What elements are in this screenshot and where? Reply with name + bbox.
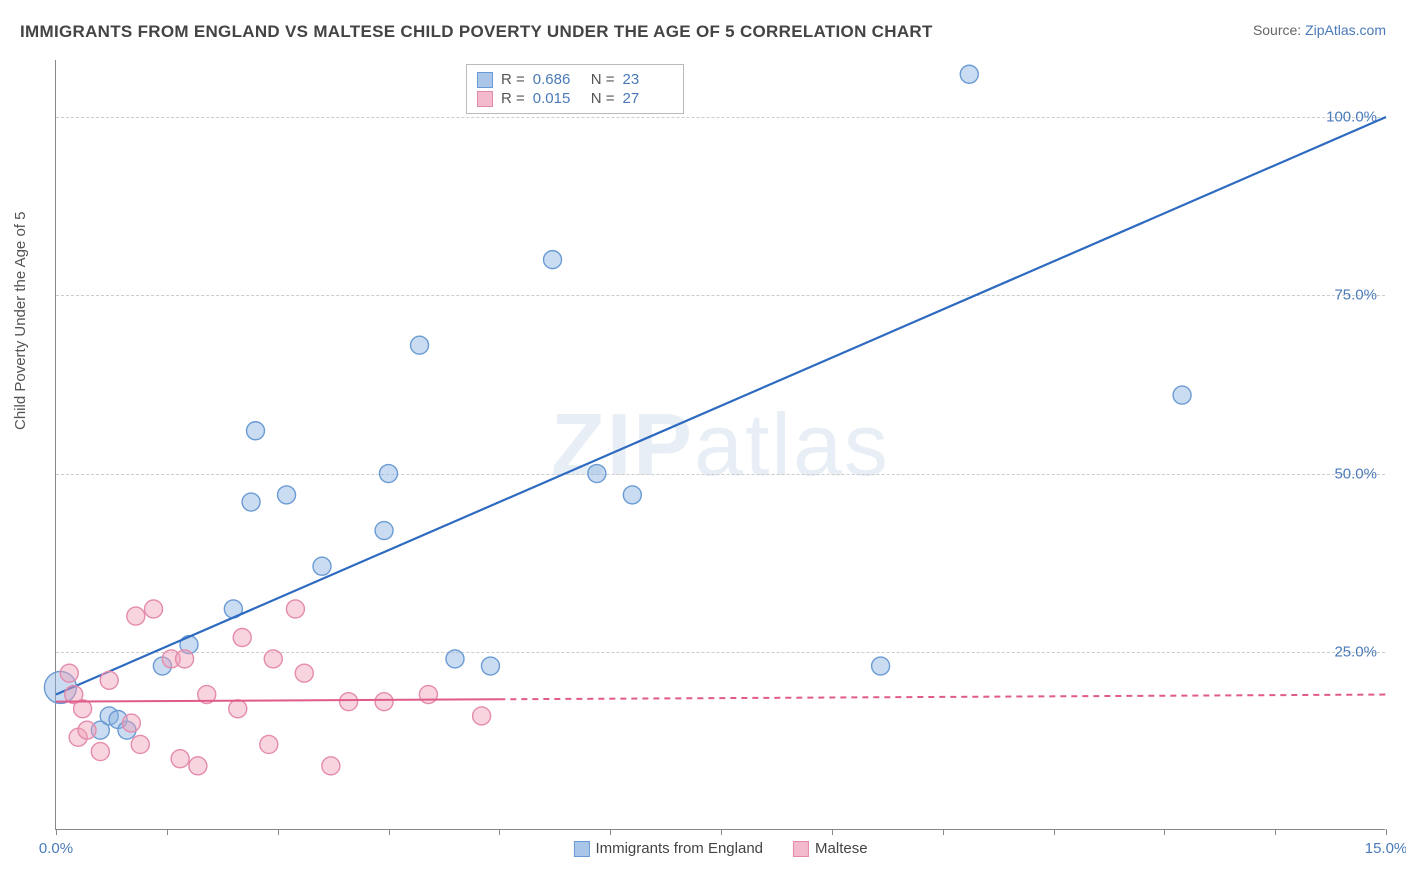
scatter-point <box>278 486 296 504</box>
scatter-point <box>544 251 562 269</box>
chart-header: IMMIGRANTS FROM ENGLAND VS MALTESE CHILD… <box>20 22 1386 52</box>
scatter-point <box>375 693 393 711</box>
x-tick <box>167 829 168 835</box>
scatter-svg <box>56 60 1385 829</box>
scatter-point <box>260 735 278 753</box>
swatch-legend-1 <box>573 841 589 857</box>
source-prefix: Source: <box>1253 22 1305 38</box>
scatter-point <box>176 650 194 668</box>
scatter-point <box>588 465 606 483</box>
scatter-point <box>91 743 109 761</box>
scatter-point <box>264 650 282 668</box>
x-tick <box>610 829 611 835</box>
scatter-point <box>242 493 260 511</box>
x-tick <box>943 829 944 835</box>
scatter-point <box>375 522 393 540</box>
x-tick <box>499 829 500 835</box>
x-tick <box>1386 829 1387 835</box>
y-axis-label: Child Poverty Under the Age of 5 <box>12 212 29 430</box>
scatter-point <box>229 700 247 718</box>
scatter-point <box>233 629 251 647</box>
r-label: R = <box>501 71 525 88</box>
scatter-point <box>322 757 340 775</box>
swatch-series-2 <box>477 91 493 107</box>
x-tick <box>1164 829 1165 835</box>
source-link[interactable]: ZipAtlas.com <box>1305 22 1386 38</box>
scatter-point <box>1173 386 1191 404</box>
scatter-point <box>313 557 331 575</box>
scatter-point <box>481 657 499 675</box>
stats-row-series-1: R = 0.686 N = 23 <box>477 71 673 88</box>
x-tick-label: 15.0% <box>1365 840 1406 857</box>
scatter-point <box>419 686 437 704</box>
scatter-point <box>171 750 189 768</box>
scatter-point <box>131 735 149 753</box>
x-tick <box>1275 829 1276 835</box>
scatter-point <box>623 486 641 504</box>
scatter-point <box>100 671 118 689</box>
scatter-point <box>295 664 313 682</box>
chart-area: ZIPatlas 25.0%50.0%75.0%100.0% 0.0%15.0%… <box>55 60 1385 830</box>
trend-line-dashed <box>499 695 1386 700</box>
swatch-series-1 <box>477 72 493 88</box>
scatter-point <box>247 422 265 440</box>
stats-row-series-2: R = 0.015 N = 27 <box>477 90 673 107</box>
chart-title: IMMIGRANTS FROM ENGLAND VS MALTESE CHILD… <box>20 22 933 41</box>
stats-legend: R = 0.686 N = 23 R = 0.015 N = 27 <box>466 64 684 114</box>
r-value-1: 0.686 <box>533 71 583 88</box>
scatter-point <box>286 600 304 618</box>
scatter-point <box>127 607 145 625</box>
trend-line <box>56 117 1386 695</box>
x-tick <box>56 829 57 835</box>
scatter-point <box>473 707 491 725</box>
n-label: N = <box>591 71 615 88</box>
x-tick <box>1054 829 1055 835</box>
scatter-point <box>340 693 358 711</box>
x-tick <box>832 829 833 835</box>
x-tick <box>389 829 390 835</box>
scatter-point <box>411 336 429 354</box>
x-tick-label: 0.0% <box>39 840 73 857</box>
scatter-point <box>189 757 207 775</box>
legend-label-1: Immigrants from England <box>595 840 763 857</box>
legend-item-2: Maltese <box>793 840 868 857</box>
scatter-point <box>78 721 96 739</box>
plot-region: ZIPatlas 25.0%50.0%75.0%100.0% 0.0%15.0%… <box>55 60 1385 830</box>
x-tick <box>721 829 722 835</box>
scatter-point <box>145 600 163 618</box>
x-tick <box>278 829 279 835</box>
source-attribution: Source: ZipAtlas.com <box>1253 22 1386 38</box>
scatter-point <box>960 65 978 83</box>
scatter-point <box>872 657 890 675</box>
legend-label-2: Maltese <box>815 840 868 857</box>
n-value-1: 23 <box>623 71 673 88</box>
legend-item-1: Immigrants from England <box>573 840 763 857</box>
swatch-legend-2 <box>793 841 809 857</box>
bottom-legend: Immigrants from England Maltese <box>573 840 867 857</box>
n-value-2: 27 <box>623 90 673 107</box>
n-label: N = <box>591 90 615 107</box>
scatter-point <box>446 650 464 668</box>
r-label: R = <box>501 90 525 107</box>
scatter-point <box>380 465 398 483</box>
r-value-2: 0.015 <box>533 90 583 107</box>
scatter-point <box>60 664 78 682</box>
scatter-point <box>122 714 140 732</box>
